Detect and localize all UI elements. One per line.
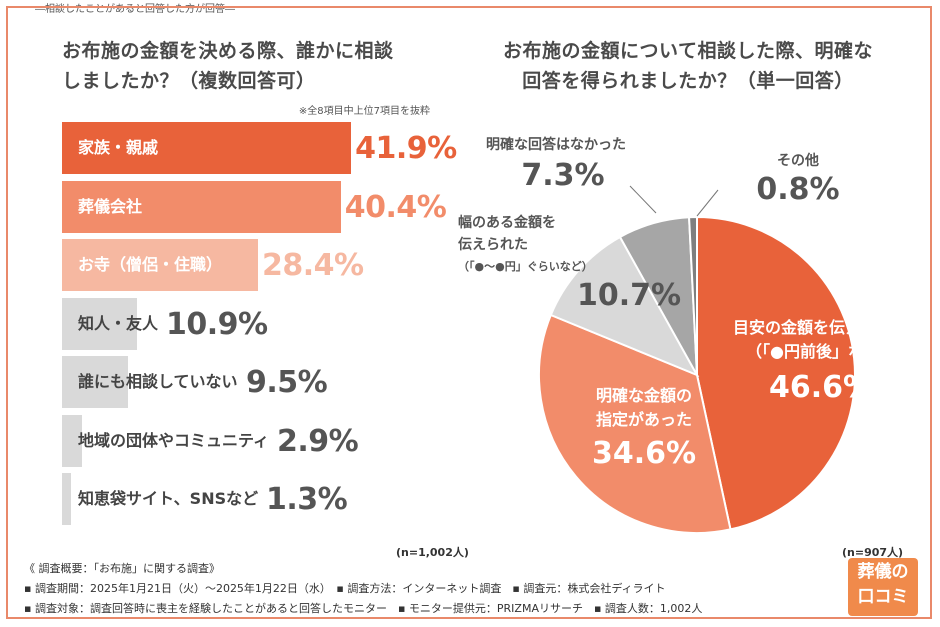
pie-label-3: 明確な回答はなかった [486, 137, 626, 153]
pie-label-0: 目安の金額を伝えられた （「●円前後」など） [732, 318, 909, 361]
bar-row: 家族・親戚 41.9% [62, 122, 462, 174]
survey-overview-title: 《 調査概要：「お布施」に関する調査》 [24, 562, 220, 575]
pie-label-2: 幅のある金額を 伝えられた （「●～●円」ぐらいなど） [458, 215, 593, 273]
pie-value-0: 46.6% [768, 370, 874, 405]
bar-row: 誰にも相談していない 9.5% [62, 356, 462, 408]
pie-value-3: 7.3% [521, 158, 605, 193]
right-sample-size: (n=907人) [842, 546, 904, 559]
bar [62, 297, 138, 350]
bar [62, 180, 341, 233]
right-chart-title: お布施の金額について相談した際、明確な 回答を得られましたか？（単一回答） [503, 40, 873, 92]
pie-slice [688, 215, 698, 376]
bar [62, 122, 352, 174]
left-chart-note: ※全8項目中上位7項目を抜粋 [298, 106, 430, 117]
pie-value-1: 34.6% [591, 436, 697, 471]
pie-label-1: 明確な金額の 指定があった [595, 386, 692, 429]
bar-value-label: 40.4% [344, 189, 447, 225]
left-chart-title: お布施の金額を決める際、誰かに相談 しましたか？（複数回答可） [62, 40, 394, 92]
bar-row: 地域の団体やコミュニティ 2.9% [62, 414, 462, 467]
bar-category-label: 知人・友人 [78, 313, 159, 333]
bar-row: 知人・友人 10.9% [62, 297, 462, 350]
survey-target-line: ▪ 調査対象：調査回答時に喪主を経験したことがあると回答したモニター ▪ モニタ… [24, 602, 703, 615]
left-sample-size: (n=1,002人) [396, 546, 469, 559]
bar-value-label: 10.9% [166, 306, 268, 342]
pie-slice [696, 215, 856, 531]
chart-frame [6, 6, 932, 619]
pie-leader-line-3 [629, 185, 657, 214]
pie-slice [549, 235, 700, 378]
bar-category-label: 家族・親戚 [78, 138, 159, 157]
bar-category-label: 知恵袋サイト、SNSなど [78, 489, 259, 508]
bar-value-label: 9.5% [246, 365, 328, 400]
bar-category-label: 葬儀会社 [78, 196, 143, 216]
pie-leader-line-4 [696, 189, 719, 217]
pie-value-4: 0.8% [756, 172, 840, 207]
bar [62, 414, 82, 467]
bar [62, 356, 128, 408]
bar-value-label: 41.9% [355, 131, 457, 166]
bar-value-label: 1.3% [266, 482, 348, 517]
bar-row: 葬儀会社 40.4% [62, 180, 462, 233]
bar-value-label: 2.9% [277, 423, 359, 459]
bar-row: お寺（僧侶・住職） 28.4% [62, 239, 462, 291]
survey-period-line: ▪ 調査期間：2025年1月21日（火）～2025年1月22日（水） ▪ 調査方… [24, 582, 666, 595]
bar [62, 473, 71, 525]
bar-value-label: 28.4% [261, 248, 364, 283]
bar-category-label: お寺（僧侶・住職） [78, 255, 223, 274]
site-logo: 葬儀の 口コミ [848, 558, 918, 616]
bar-category-label: 地域の団体やコミュニティ [78, 430, 270, 450]
bar [62, 239, 258, 291]
bar-category-label: 誰にも相談していない [78, 372, 238, 391]
pie-label-4: その他 [777, 153, 819, 169]
right-chart-subtitle: ―相談したことがあると回答した方が回答― [35, 4, 235, 15]
bar-row: 知恵袋サイト、SNSなど 1.3% [62, 473, 462, 525]
pie-value-2: 10.7% [576, 278, 682, 313]
